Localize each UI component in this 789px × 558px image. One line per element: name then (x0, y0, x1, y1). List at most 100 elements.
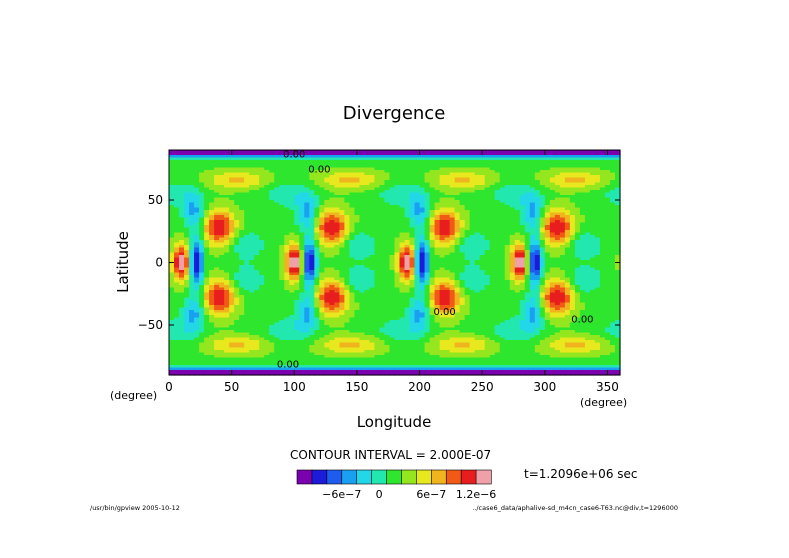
field-cell (539, 202, 546, 206)
field-cell (354, 195, 361, 199)
field-cell (264, 260, 270, 264)
field-cell (244, 172, 250, 176)
field-cell (229, 282, 235, 286)
field-cell (369, 222, 376, 226)
field-cell (209, 200, 215, 204)
field-cell (459, 285, 466, 289)
field-cell (424, 212, 431, 216)
field-cell (384, 287, 391, 291)
field-cell (439, 250, 446, 254)
field-cell (469, 282, 476, 286)
field-cell (344, 205, 350, 209)
field-cell (529, 250, 536, 254)
field-cell (584, 252, 591, 256)
field-cell (359, 240, 366, 244)
field-cell (364, 217, 371, 221)
field-cell (274, 227, 280, 231)
field-cell (389, 230, 396, 234)
field-cell (259, 167, 265, 171)
field-cell (579, 157, 586, 161)
field-cell (229, 157, 235, 161)
field-cell (544, 150, 551, 154)
field-cell (499, 165, 506, 169)
field-cell (204, 165, 210, 169)
field-cell (369, 187, 376, 191)
field-cell (544, 235, 551, 239)
field-cell (309, 282, 315, 286)
field-cell (569, 240, 576, 244)
field-cell (449, 162, 456, 166)
field-cell (389, 277, 396, 281)
field-cell (429, 207, 436, 211)
field-cell (214, 162, 220, 166)
field-cell (459, 275, 466, 279)
field-cell (544, 157, 551, 161)
field-cell (539, 280, 546, 284)
field-cell (344, 272, 350, 276)
field-cell (459, 240, 466, 244)
field-cell (524, 262, 531, 266)
field-cell (209, 217, 215, 221)
field-cell (574, 245, 581, 249)
field-cell (284, 207, 290, 211)
field-cell (614, 270, 621, 274)
field-cell (564, 252, 571, 256)
field-cell (434, 275, 441, 279)
field-cell (279, 150, 285, 154)
field-cell (314, 257, 320, 261)
field-cell (404, 265, 411, 269)
field-cell (234, 230, 240, 234)
field-cell (594, 220, 601, 224)
field-cell (279, 162, 285, 166)
field-cell (329, 250, 335, 254)
field-cell (599, 175, 606, 179)
field-cell (264, 172, 270, 176)
field-cell (539, 190, 546, 194)
field-cell (279, 190, 285, 194)
field-cell (429, 260, 436, 264)
field-cell (564, 277, 571, 281)
field-cell (424, 167, 431, 171)
field-cell (424, 185, 431, 189)
field-cell (189, 282, 195, 286)
field-cell (334, 232, 340, 236)
field-cell (579, 160, 586, 164)
field-cell (379, 255, 386, 259)
field-cell (509, 162, 516, 166)
field-cell (224, 262, 230, 266)
field-cell (489, 180, 496, 184)
field-cell (349, 172, 356, 176)
field-cell (419, 217, 426, 221)
field-cell (269, 232, 275, 236)
field-cell (439, 270, 446, 274)
field-cell (349, 187, 356, 191)
field-cell (229, 155, 235, 159)
field-cell (274, 197, 280, 201)
field-cell (354, 175, 361, 179)
field-cell (419, 240, 426, 244)
field-cell (444, 217, 451, 221)
field-cell (414, 227, 421, 231)
field-cell (254, 175, 260, 179)
field-cell (224, 272, 230, 276)
field-cell (549, 162, 556, 166)
field-cell (394, 175, 401, 179)
field-cell (384, 267, 391, 271)
field-cell (514, 257, 521, 261)
field-cell (319, 190, 325, 194)
field-cell (344, 265, 350, 269)
field-cell (534, 152, 541, 156)
field-cell (599, 162, 606, 166)
field-cell (339, 150, 345, 154)
field-cell (199, 185, 205, 189)
field-cell (369, 165, 376, 169)
field-cell (414, 192, 421, 196)
field-cell (354, 222, 361, 226)
field-cell (589, 245, 596, 249)
field-cell (574, 202, 581, 206)
field-cell (479, 225, 486, 229)
field-cell (404, 277, 411, 281)
field-cell (264, 177, 270, 181)
field-cell (179, 287, 185, 291)
field-cell (379, 237, 386, 241)
